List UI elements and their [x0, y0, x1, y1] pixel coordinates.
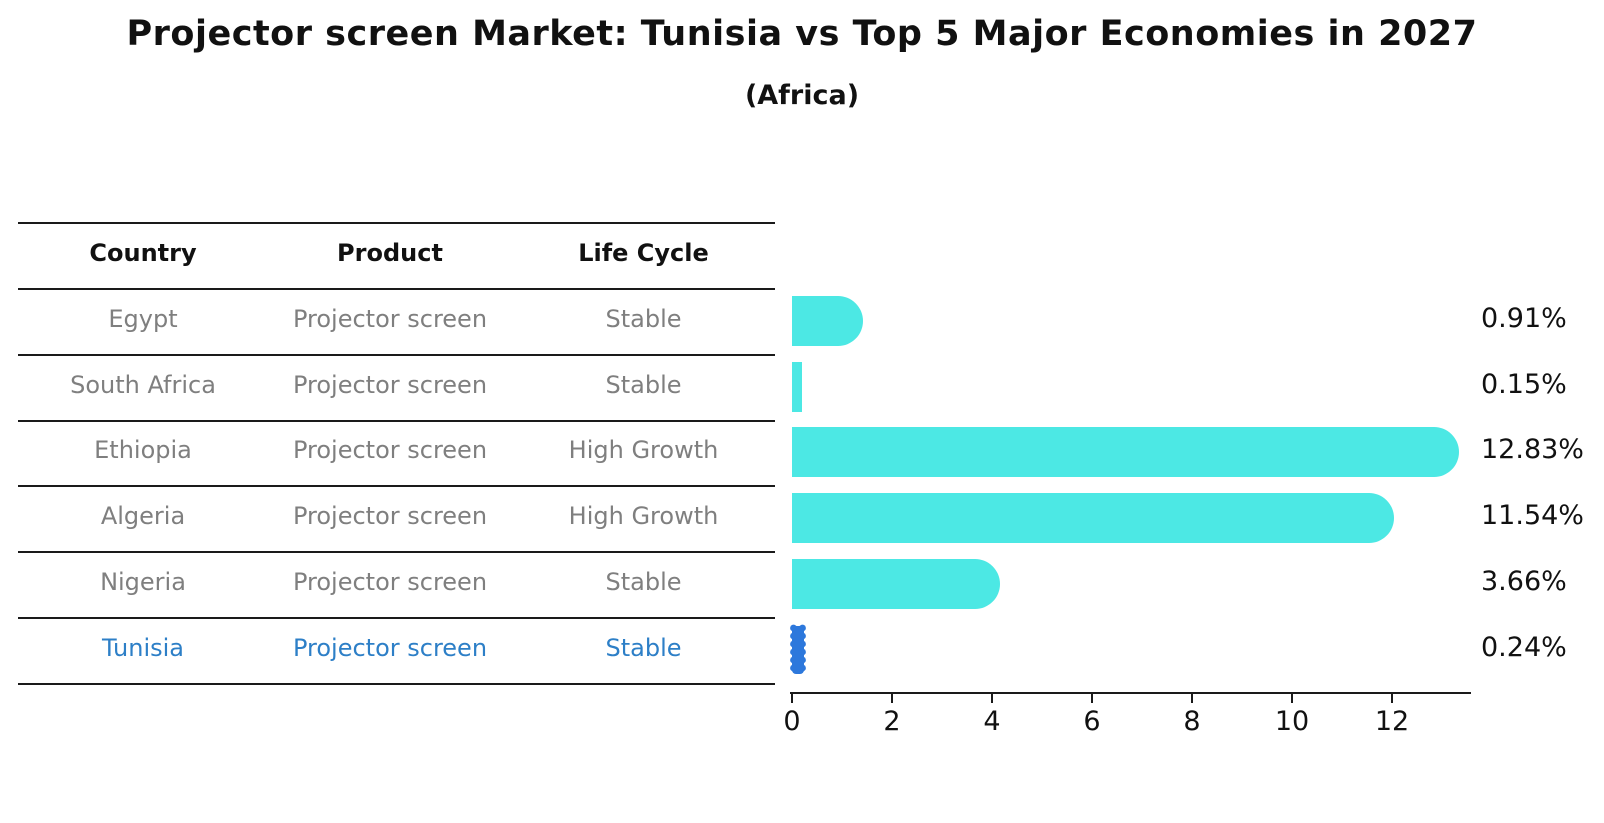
- cell-product-algeria: Projector screen: [292, 502, 488, 531]
- x-tick-mark: [1391, 693, 1393, 703]
- value-label-nigeria: 3.66%: [1481, 565, 1567, 597]
- cell-country-ethiopia: Ethiopia: [94, 436, 192, 465]
- bar-egypt: [792, 295, 863, 346]
- table-header-product: Product: [337, 239, 443, 267]
- table-rule: [18, 682, 775, 685]
- x-tick-mark: [991, 693, 993, 703]
- chart-title: Projector screen Market: Tunisia vs Top …: [126, 14, 1478, 54]
- bar-algeria: [792, 493, 1394, 544]
- cell-life-cycle-nigeria: Stable: [605, 567, 682, 596]
- x-tick-label-0: 0: [783, 706, 801, 737]
- x-tick-label-10: 10: [1274, 706, 1310, 737]
- table-rule: [18, 551, 775, 553]
- cell-country-nigeria: Nigeria: [100, 567, 186, 596]
- cell-product-tunisia: Projector screen: [292, 633, 488, 662]
- table-rule: [18, 222, 775, 224]
- cell-product-south-africa: Projector screen: [292, 370, 488, 399]
- cell-life-cycle-egypt: Stable: [605, 304, 682, 333]
- cell-country-tunisia: Tunisia: [102, 633, 184, 662]
- bar-ethiopia: [792, 427, 1459, 478]
- table-rule: [18, 485, 775, 488]
- value-label-ethiopia: 12.83%: [1481, 434, 1584, 466]
- value-label-egypt: 0.91%: [1481, 302, 1567, 334]
- x-tick-mark: [791, 693, 793, 703]
- cell-country-egypt: Egypt: [108, 304, 178, 333]
- table-rule: [18, 616, 775, 619]
- table-header-country: Country: [89, 239, 197, 267]
- table-header-life-cycle: Life Cycle: [578, 239, 709, 267]
- cell-product-egypt: Projector screen: [292, 304, 488, 333]
- table-rule: [18, 288, 775, 290]
- x-tick-label-12: 12: [1374, 706, 1410, 737]
- value-label-algeria: 11.54%: [1481, 500, 1584, 532]
- cell-product-nigeria: Projector screen: [292, 567, 488, 596]
- chart-subtitle: (Africa): [744, 80, 860, 111]
- bar-tunisia: [790, 624, 806, 674]
- x-tick-label-2: 2: [883, 706, 901, 737]
- x-tick-mark: [1091, 693, 1093, 703]
- table-rule: [18, 419, 775, 422]
- cell-country-south-africa: South Africa: [70, 370, 216, 399]
- x-tick-label-8: 8: [1183, 706, 1201, 737]
- x-tick-mark: [1291, 693, 1293, 703]
- x-tick-label-4: 4: [983, 706, 1001, 737]
- cell-life-cycle-algeria: High Growth: [568, 502, 719, 531]
- cell-country-algeria: Algeria: [100, 502, 186, 531]
- bar-south-africa: [792, 361, 802, 412]
- bar-nigeria: [792, 558, 1000, 609]
- cell-life-cycle-ethiopia: High Growth: [568, 436, 719, 465]
- table-rule: [18, 353, 775, 356]
- cell-life-cycle-tunisia: Stable: [605, 633, 682, 662]
- x-tick-mark: [1191, 693, 1193, 703]
- value-label-tunisia: 0.24%: [1481, 631, 1567, 663]
- x-tick-mark: [891, 693, 893, 703]
- value-label-south-africa: 0.15%: [1481, 368, 1567, 400]
- cell-life-cycle-south-africa: Stable: [605, 370, 682, 399]
- x-axis-line: [790, 692, 1471, 694]
- cell-product-ethiopia: Projector screen: [292, 436, 488, 465]
- x-tick-label-6: 6: [1083, 706, 1101, 737]
